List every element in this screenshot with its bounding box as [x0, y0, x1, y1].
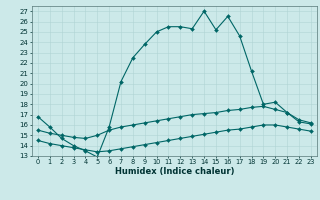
X-axis label: Humidex (Indice chaleur): Humidex (Indice chaleur)	[115, 167, 234, 176]
